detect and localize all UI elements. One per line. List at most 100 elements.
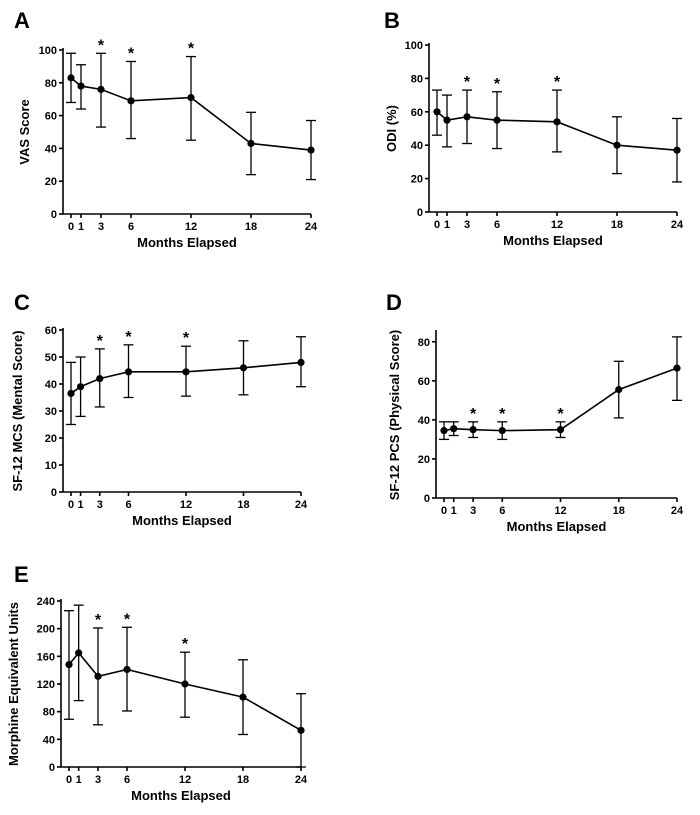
panel-letter: A — [14, 8, 30, 33]
data-point — [469, 426, 477, 434]
x-tick-label: 0 — [68, 499, 74, 511]
significance-star: * — [464, 74, 471, 91]
y-tick-label: 60 — [45, 325, 57, 337]
x-tick-label: 6 — [128, 221, 134, 233]
data-point — [673, 364, 681, 372]
data-point — [615, 386, 623, 394]
x-tick-label: 3 — [97, 499, 103, 511]
significance-star: * — [499, 406, 506, 423]
y-tick-label: 40 — [43, 734, 55, 746]
y-tick-label: 0 — [417, 207, 423, 219]
x-tick-label: 1 — [78, 221, 84, 233]
significance-star: * — [188, 41, 195, 58]
y-axis-title: SF-12 PCS (Physical Score) — [387, 330, 402, 501]
y-tick-label: 40 — [45, 379, 57, 391]
data-point — [96, 375, 104, 383]
x-tick-label: 0 — [66, 774, 72, 786]
x-tick-label: 12 — [551, 219, 563, 231]
panel-letter: E — [14, 562, 29, 587]
x-tick-label: 3 — [95, 774, 101, 786]
x-tick-label: 24 — [305, 221, 318, 233]
y-axis-title: SF-12 MCS (Mental Score) — [10, 330, 25, 491]
data-point — [187, 93, 195, 102]
data-point — [440, 427, 448, 435]
data-point — [297, 726, 305, 734]
x-tick-label: 12 — [554, 505, 566, 517]
significance-star: * — [124, 611, 131, 628]
data-point — [76, 383, 85, 391]
y-tick-label: 20 — [45, 433, 57, 445]
panel-letter: C — [14, 290, 30, 315]
data-point — [77, 82, 85, 90]
x-tick-label: 6 — [494, 219, 500, 231]
y-axis-title: Morphine Equivalent Units — [6, 602, 21, 766]
x-tick-label: 12 — [179, 774, 191, 786]
data-point — [67, 74, 75, 82]
y-tick-label: 200 — [37, 624, 55, 636]
x-tick-label: 1 — [76, 774, 82, 786]
data-point — [65, 661, 73, 669]
data-point — [307, 146, 315, 154]
x-axis-title: Months Elapsed — [137, 235, 237, 250]
x-tick-label: 3 — [464, 219, 470, 231]
x-tick-label: 6 — [124, 774, 130, 786]
y-tick-label: 80 — [418, 337, 430, 349]
y-tick-label: 40 — [418, 415, 430, 427]
panel-letter: B — [384, 8, 400, 33]
y-tick-label: 0 — [51, 487, 57, 499]
y-tick-label: 60 — [411, 107, 423, 119]
significance-star: * — [125, 329, 132, 346]
x-tick-label: 24 — [671, 219, 684, 231]
x-tick-label: 0 — [441, 505, 447, 517]
y-axis-title: ODI (%) — [384, 105, 399, 152]
data-point — [67, 389, 75, 398]
x-tick-label: 12 — [185, 221, 197, 233]
panel-letter: D — [386, 290, 402, 315]
y-tick-label: 120 — [37, 679, 55, 691]
data-point — [182, 368, 190, 376]
x-tick-label: 1 — [451, 505, 457, 517]
data-point — [239, 364, 248, 372]
x-tick-label: 18 — [245, 221, 257, 233]
y-tick-label: 30 — [45, 406, 57, 418]
significance-star: * — [554, 74, 561, 91]
data-point — [553, 118, 561, 126]
significance-star: * — [182, 636, 189, 653]
significance-star: * — [95, 612, 102, 629]
data-point — [613, 141, 621, 149]
x-tick-label: 3 — [98, 221, 104, 233]
x-tick-label: 24 — [295, 774, 308, 786]
x-tick-label: 18 — [613, 505, 625, 517]
y-tick-label: 0 — [424, 493, 430, 505]
x-tick-label: 18 — [237, 499, 249, 511]
significance-star: * — [557, 406, 564, 423]
y-tick-label: 80 — [43, 707, 55, 719]
y-axis-title: VAS Score — [17, 99, 32, 165]
data-point — [443, 116, 451, 124]
x-tick-label: 1 — [78, 499, 84, 511]
data-point — [297, 358, 305, 366]
y-tick-label: 40 — [45, 143, 57, 155]
y-tick-label: 50 — [45, 352, 57, 364]
data-point — [463, 113, 471, 121]
x-tick-label: 0 — [68, 221, 74, 233]
data-point — [493, 116, 501, 124]
x-tick-label: 3 — [470, 505, 476, 517]
x-tick-label: 24 — [671, 505, 684, 517]
y-tick-label: 20 — [45, 176, 57, 188]
significance-star: * — [97, 333, 104, 350]
data-point — [433, 108, 441, 116]
data-point — [181, 680, 189, 688]
data-point — [124, 368, 133, 376]
y-tick-label: 20 — [411, 174, 423, 186]
data-point — [673, 146, 681, 154]
x-axis-title: Months Elapsed — [503, 233, 603, 248]
data-point — [239, 693, 247, 701]
data-point — [94, 672, 102, 680]
data-point — [498, 427, 506, 435]
significance-star: * — [183, 330, 190, 347]
